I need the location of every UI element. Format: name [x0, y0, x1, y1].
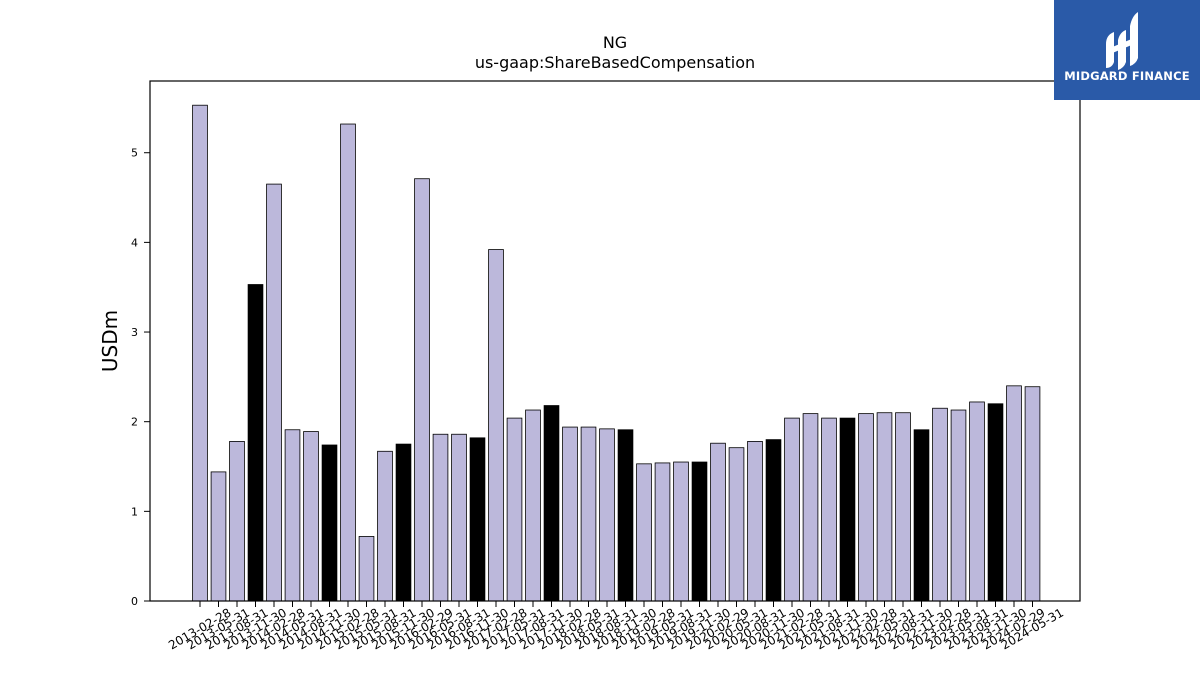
bar-2015-05-31 [358, 536, 375, 602]
y-tick-label: 0 [131, 595, 138, 608]
bar-2017-11-30 [543, 405, 560, 602]
bar-2016-11-30 [469, 437, 486, 602]
bar-2017-08-31 [525, 409, 541, 602]
bar-2013-08-31 [229, 441, 245, 602]
bar-2016-08-31 [451, 433, 467, 602]
bar-2015-11-30 [395, 443, 412, 602]
y-axis-label: USDm [98, 310, 122, 372]
y-tick-label: 2 [131, 416, 138, 429]
bar-2021-08-31 [821, 417, 837, 602]
bar-2013-11-30 [247, 284, 264, 602]
chart-subtitle: us-gaap:ShareBasedCompensation [475, 53, 755, 72]
bar-2014-08-31 [303, 431, 319, 602]
bar-2013-02-28 [192, 104, 208, 602]
bar-2019-11-30 [691, 461, 708, 602]
bar-2024-02-29 [1006, 385, 1022, 602]
bars-group [192, 104, 1041, 602]
logo-text: MIDGARD FINANCE [1064, 69, 1190, 83]
bar-2021-11-30 [839, 417, 856, 602]
bar-2022-11-30 [913, 429, 930, 602]
y-tick-label: 4 [131, 236, 138, 249]
x-axis-ticks: 2013-02-282013-05-312013-08-312013-11-30… [166, 601, 1066, 652]
bar-2023-08-31 [969, 401, 985, 602]
bar-2016-02-29 [414, 178, 430, 602]
bar-2021-02-28 [784, 417, 800, 602]
bar-2017-02-28 [488, 249, 504, 602]
bar-2019-05-31 [654, 462, 671, 602]
bar-2019-02-28 [636, 463, 652, 602]
plot-frame [149, 80, 1081, 602]
bar-2016-05-31 [432, 433, 449, 602]
bar-2024-05-31 [1024, 386, 1041, 602]
bar-2018-02-28 [562, 426, 578, 602]
bar-2022-08-31 [895, 412, 911, 602]
bar-2015-02-28 [340, 123, 356, 602]
bar-2020-08-31 [747, 441, 763, 602]
bar-2021-05-31 [802, 413, 819, 602]
bar-2020-11-30 [765, 439, 782, 602]
bar-2018-05-31 [580, 426, 597, 602]
bar-2018-08-31 [599, 428, 615, 602]
bar-2014-05-31 [284, 429, 301, 602]
bar-2017-05-31 [506, 417, 523, 602]
bar-2014-02-28 [266, 183, 282, 602]
y-tick-label: 5 [131, 147, 138, 160]
brand-logo: MIDGARD FINANCE [1054, 0, 1200, 100]
y-axis-ticks: 0 1 2 3 4 5 [131, 147, 150, 608]
bar-2015-08-31 [377, 450, 393, 602]
y-tick-label: 3 [131, 326, 138, 339]
bar-2013-05-31 [210, 471, 227, 602]
bar-2023-02-28 [932, 407, 948, 602]
bar-2020-05-31 [728, 447, 745, 602]
bar-2022-05-31 [876, 412, 893, 602]
bar-2022-02-28 [858, 413, 874, 602]
bar-2018-11-30 [617, 429, 634, 602]
y-tick-label: 1 [131, 505, 138, 518]
bar-2019-08-31 [673, 461, 689, 602]
midgard-logo-icon [1106, 12, 1138, 70]
bar-2020-02-29 [710, 442, 726, 602]
bar-2023-11-30 [987, 403, 1004, 602]
chart-title: NG [603, 33, 627, 52]
bar-2023-05-31 [950, 409, 967, 602]
bar-2014-11-30 [321, 444, 338, 602]
